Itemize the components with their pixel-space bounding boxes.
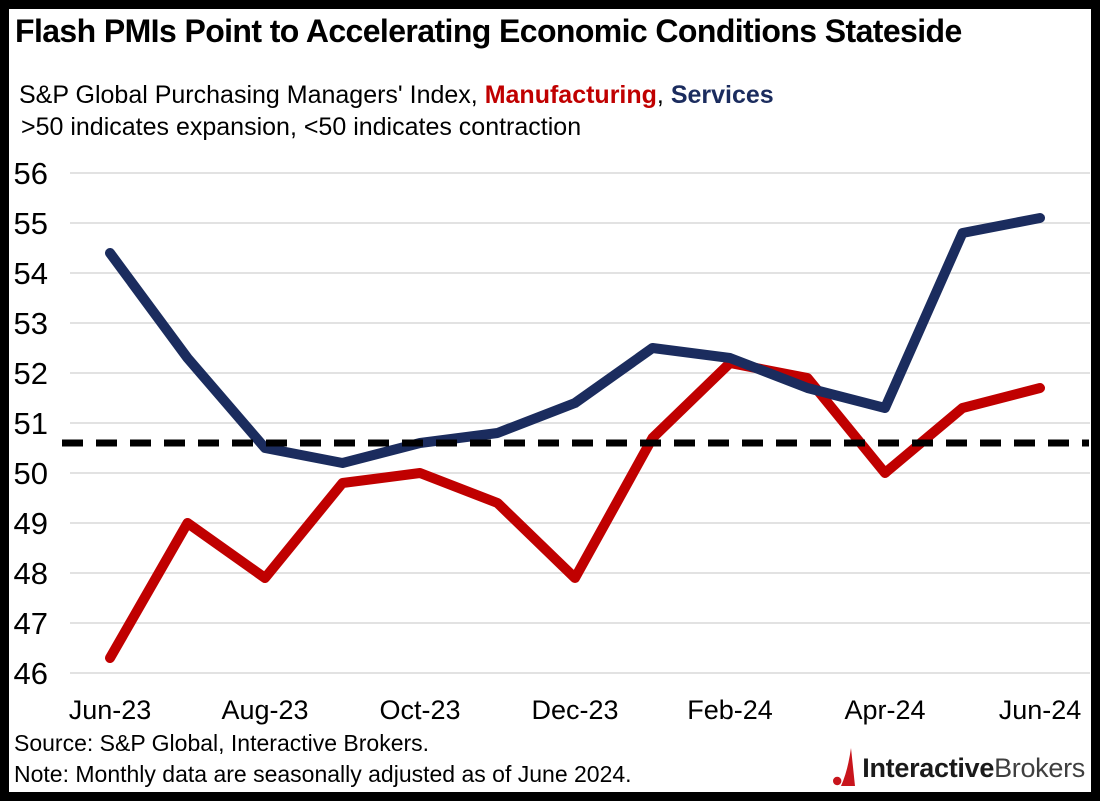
threshold-note: >50 indicates expansion, <50 indicates c… xyxy=(21,113,582,141)
y-tick-label: 55 xyxy=(14,206,48,241)
y-tick-label: 52 xyxy=(14,356,48,391)
source-text: Source: S&P Global, Interactive Brokers. xyxy=(14,730,430,756)
x-tick-label: Dec-23 xyxy=(531,695,618,725)
y-tick-label: 53 xyxy=(14,306,48,341)
y-tick-label: 46 xyxy=(14,656,48,691)
legend-services: Services xyxy=(670,81,774,109)
y-tick-label: 50 xyxy=(14,456,48,491)
x-tick-label: Feb-24 xyxy=(687,695,773,725)
logo-text-interactive: Interactive xyxy=(862,752,995,783)
chart-subtitle: S&P Global Purchasing Managers' Index, M… xyxy=(19,81,774,110)
y-tick-label: 54 xyxy=(14,256,48,291)
legend-manufacturing: Manufacturing xyxy=(484,81,657,109)
y-tick-label: 47 xyxy=(14,606,48,641)
x-tick-label: Jun-24 xyxy=(999,695,1082,725)
x-tick-label: Aug-23 xyxy=(221,695,308,725)
interactive-brokers-logo: InteractiveBrokers xyxy=(833,748,1085,788)
subtitle-separator: , xyxy=(656,81,671,109)
y-tick-label: 49 xyxy=(14,506,48,541)
logo-text-brokers: Brokers xyxy=(994,752,1085,783)
note-text: Note: Monthly data are seasonally adjust… xyxy=(14,761,632,787)
x-tick-label: Jun-23 xyxy=(69,695,152,725)
chart-title: Flash PMIs Point to Accelerating Economi… xyxy=(15,13,962,49)
x-tick-label: Apr-24 xyxy=(844,695,925,725)
subtitle-prefix: S&P Global Purchasing Managers' Index, xyxy=(19,81,485,109)
x-tick-label: Oct-23 xyxy=(379,695,460,725)
series-line-services xyxy=(105,213,1045,468)
y-tick-label: 48 xyxy=(14,556,48,591)
logo-text: InteractiveBrokers xyxy=(862,753,1085,784)
y-tick-label: 56 xyxy=(14,156,48,191)
series-line-manufacturing xyxy=(105,358,1045,663)
y-tick-label: 51 xyxy=(14,406,48,441)
ibkr-sail-icon xyxy=(833,748,856,786)
